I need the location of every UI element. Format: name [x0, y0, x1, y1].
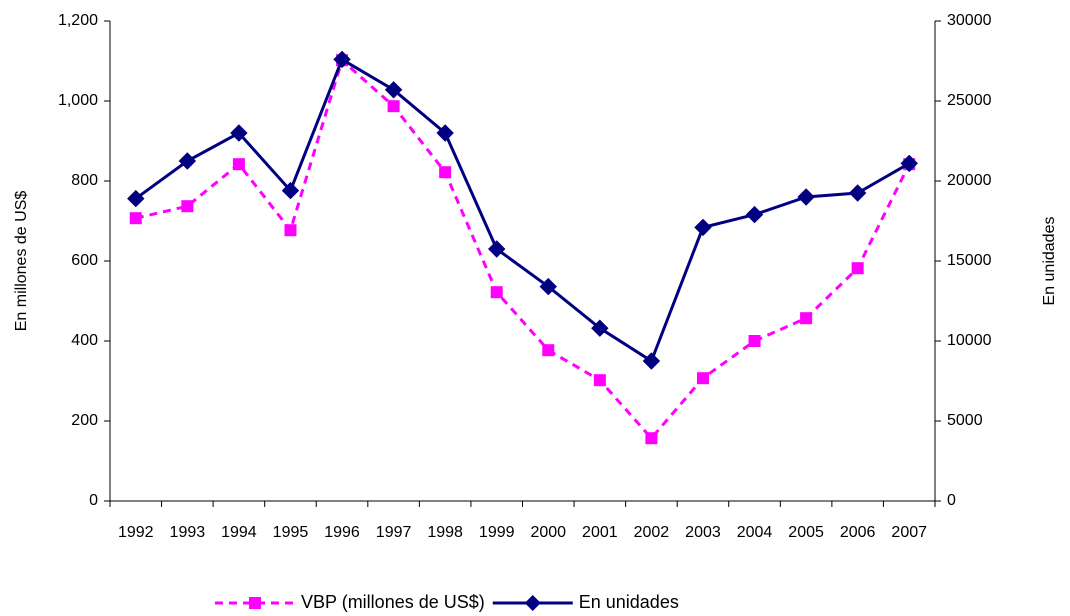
series-point [645, 432, 658, 445]
y-tick-label: 400 [71, 332, 98, 349]
y2-tick-label: 5000 [947, 412, 983, 429]
series-point [284, 224, 297, 237]
legend-label: En unidades [579, 592, 679, 612]
series-point [642, 352, 661, 370]
y2-tick-label: 30000 [947, 12, 992, 29]
series-point [333, 50, 351, 69]
y2-tick-label: 15000 [947, 252, 992, 269]
x-tick-label: 2002 [634, 524, 670, 541]
y2-tick-label: 0 [947, 492, 956, 509]
x-tick-label: 2001 [582, 524, 618, 541]
series-point [900, 154, 918, 173]
y-tick-label: 200 [71, 412, 98, 429]
series-point [181, 200, 194, 213]
series-line [135, 57, 911, 441]
legend-marker [249, 597, 261, 609]
x-tick-label: 1992 [118, 524, 154, 541]
series-point [748, 335, 761, 347]
x-tick-label: 1997 [376, 524, 412, 541]
series-point [387, 100, 400, 113]
x-tick-label: 1995 [273, 524, 309, 541]
series-point [542, 344, 555, 357]
y-tick-label: 800 [71, 172, 98, 189]
series-point [848, 184, 867, 202]
series-point [490, 286, 503, 299]
x-tick-label: 2004 [737, 524, 773, 541]
x-tick-label: 1993 [170, 524, 206, 541]
y2-tick-label: 10000 [947, 332, 992, 349]
series-point [696, 372, 709, 385]
y2-tick-label: 20000 [947, 172, 992, 189]
x-tick-label: 1996 [324, 524, 360, 541]
series-point [230, 124, 248, 142]
y2-axis-label: En unidades [1041, 217, 1058, 306]
x-tick-label: 1994 [221, 524, 257, 541]
legend-label: VBP (millones de US$) [301, 592, 485, 612]
series-point [281, 181, 300, 200]
series-point [797, 188, 815, 206]
series-line [134, 57, 910, 364]
y2-tick-label: 25000 [947, 92, 992, 109]
series-point [178, 152, 197, 170]
x-tick-label: 2000 [530, 524, 566, 541]
y-axis-label: En millones de US$ [13, 191, 30, 332]
x-tick-label: 2005 [788, 524, 824, 541]
series-point [539, 277, 557, 296]
series-point [232, 158, 245, 171]
series-point [129, 212, 142, 225]
series-point [439, 166, 452, 179]
series-point [851, 262, 864, 275]
series-point [436, 124, 454, 142]
series-point [745, 205, 764, 224]
series-point [591, 319, 609, 337]
series-point [593, 374, 606, 387]
series-point [384, 81, 403, 99]
x-tick-label: 2003 [685, 524, 721, 541]
legend-marker [524, 595, 541, 611]
series-point [488, 240, 506, 258]
y-tick-label: 1,000 [58, 92, 98, 109]
series-point [694, 218, 712, 237]
series-point [800, 312, 813, 325]
x-tick-label: 2006 [840, 524, 876, 541]
x-tick-label: 1999 [479, 524, 515, 541]
x-tick-label: 2007 [891, 524, 927, 541]
y-tick-label: 600 [71, 252, 98, 269]
y-tick-label: 0 [89, 492, 98, 509]
series-point [127, 189, 145, 208]
y-tick-label: 1,200 [58, 12, 98, 29]
x-tick-label: 1998 [427, 524, 463, 541]
